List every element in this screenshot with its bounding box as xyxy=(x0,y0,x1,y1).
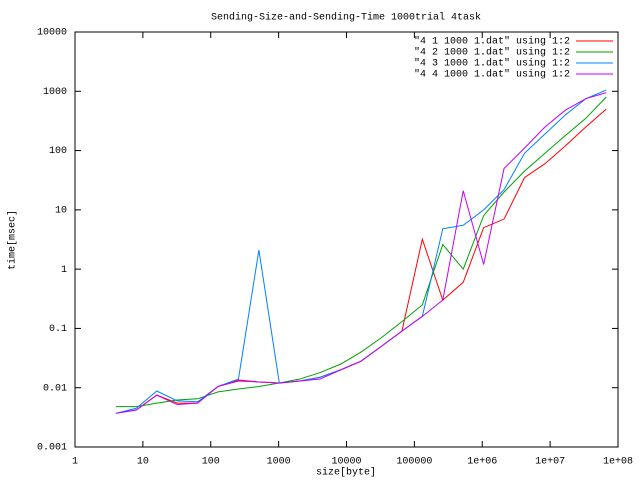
y-tick-label: 10000 xyxy=(37,28,67,39)
y-tick-label: 100 xyxy=(49,146,67,157)
x-tick-label: 1e+08 xyxy=(603,457,633,468)
x-tick-label: 10 xyxy=(137,457,149,468)
y-tick-label: 0.01 xyxy=(43,383,67,394)
legend-label: "4 3 1000 1.dat" using 1:2 xyxy=(414,58,570,70)
legend-label: "4 1 1000 1.dat" using 1:2 xyxy=(414,36,570,48)
legend-label: "4 2 1000 1.dat" using 1:2 xyxy=(414,47,570,59)
y-tick-label: 1000 xyxy=(43,87,67,98)
x-tick-label: 1e+06 xyxy=(467,457,497,468)
y-tick-label: 1 xyxy=(61,265,67,276)
x-tick-label: 1 xyxy=(72,457,78,468)
x-tick-label: 100000 xyxy=(396,457,432,468)
x-axis-label: size[byte] xyxy=(316,467,376,479)
y-tick-label: 0.1 xyxy=(49,324,67,335)
chart-title: Sending-Size-and-Sending-Time 1000trial … xyxy=(211,12,481,24)
y-tick-label: 10 xyxy=(55,205,67,216)
x-tick-label: 10000 xyxy=(331,457,361,468)
series-line xyxy=(115,96,607,408)
x-tick-label: 1e+07 xyxy=(535,457,565,468)
x-tick-label: 1000 xyxy=(267,457,291,468)
y-tick-label: 0.001 xyxy=(37,443,67,454)
x-tick-label: 100 xyxy=(202,457,220,468)
legend-label: "4 4 1000 1.dat" using 1:2 xyxy=(414,69,570,81)
y-axis-label: time[msec] xyxy=(7,210,19,270)
series-line xyxy=(115,92,607,414)
